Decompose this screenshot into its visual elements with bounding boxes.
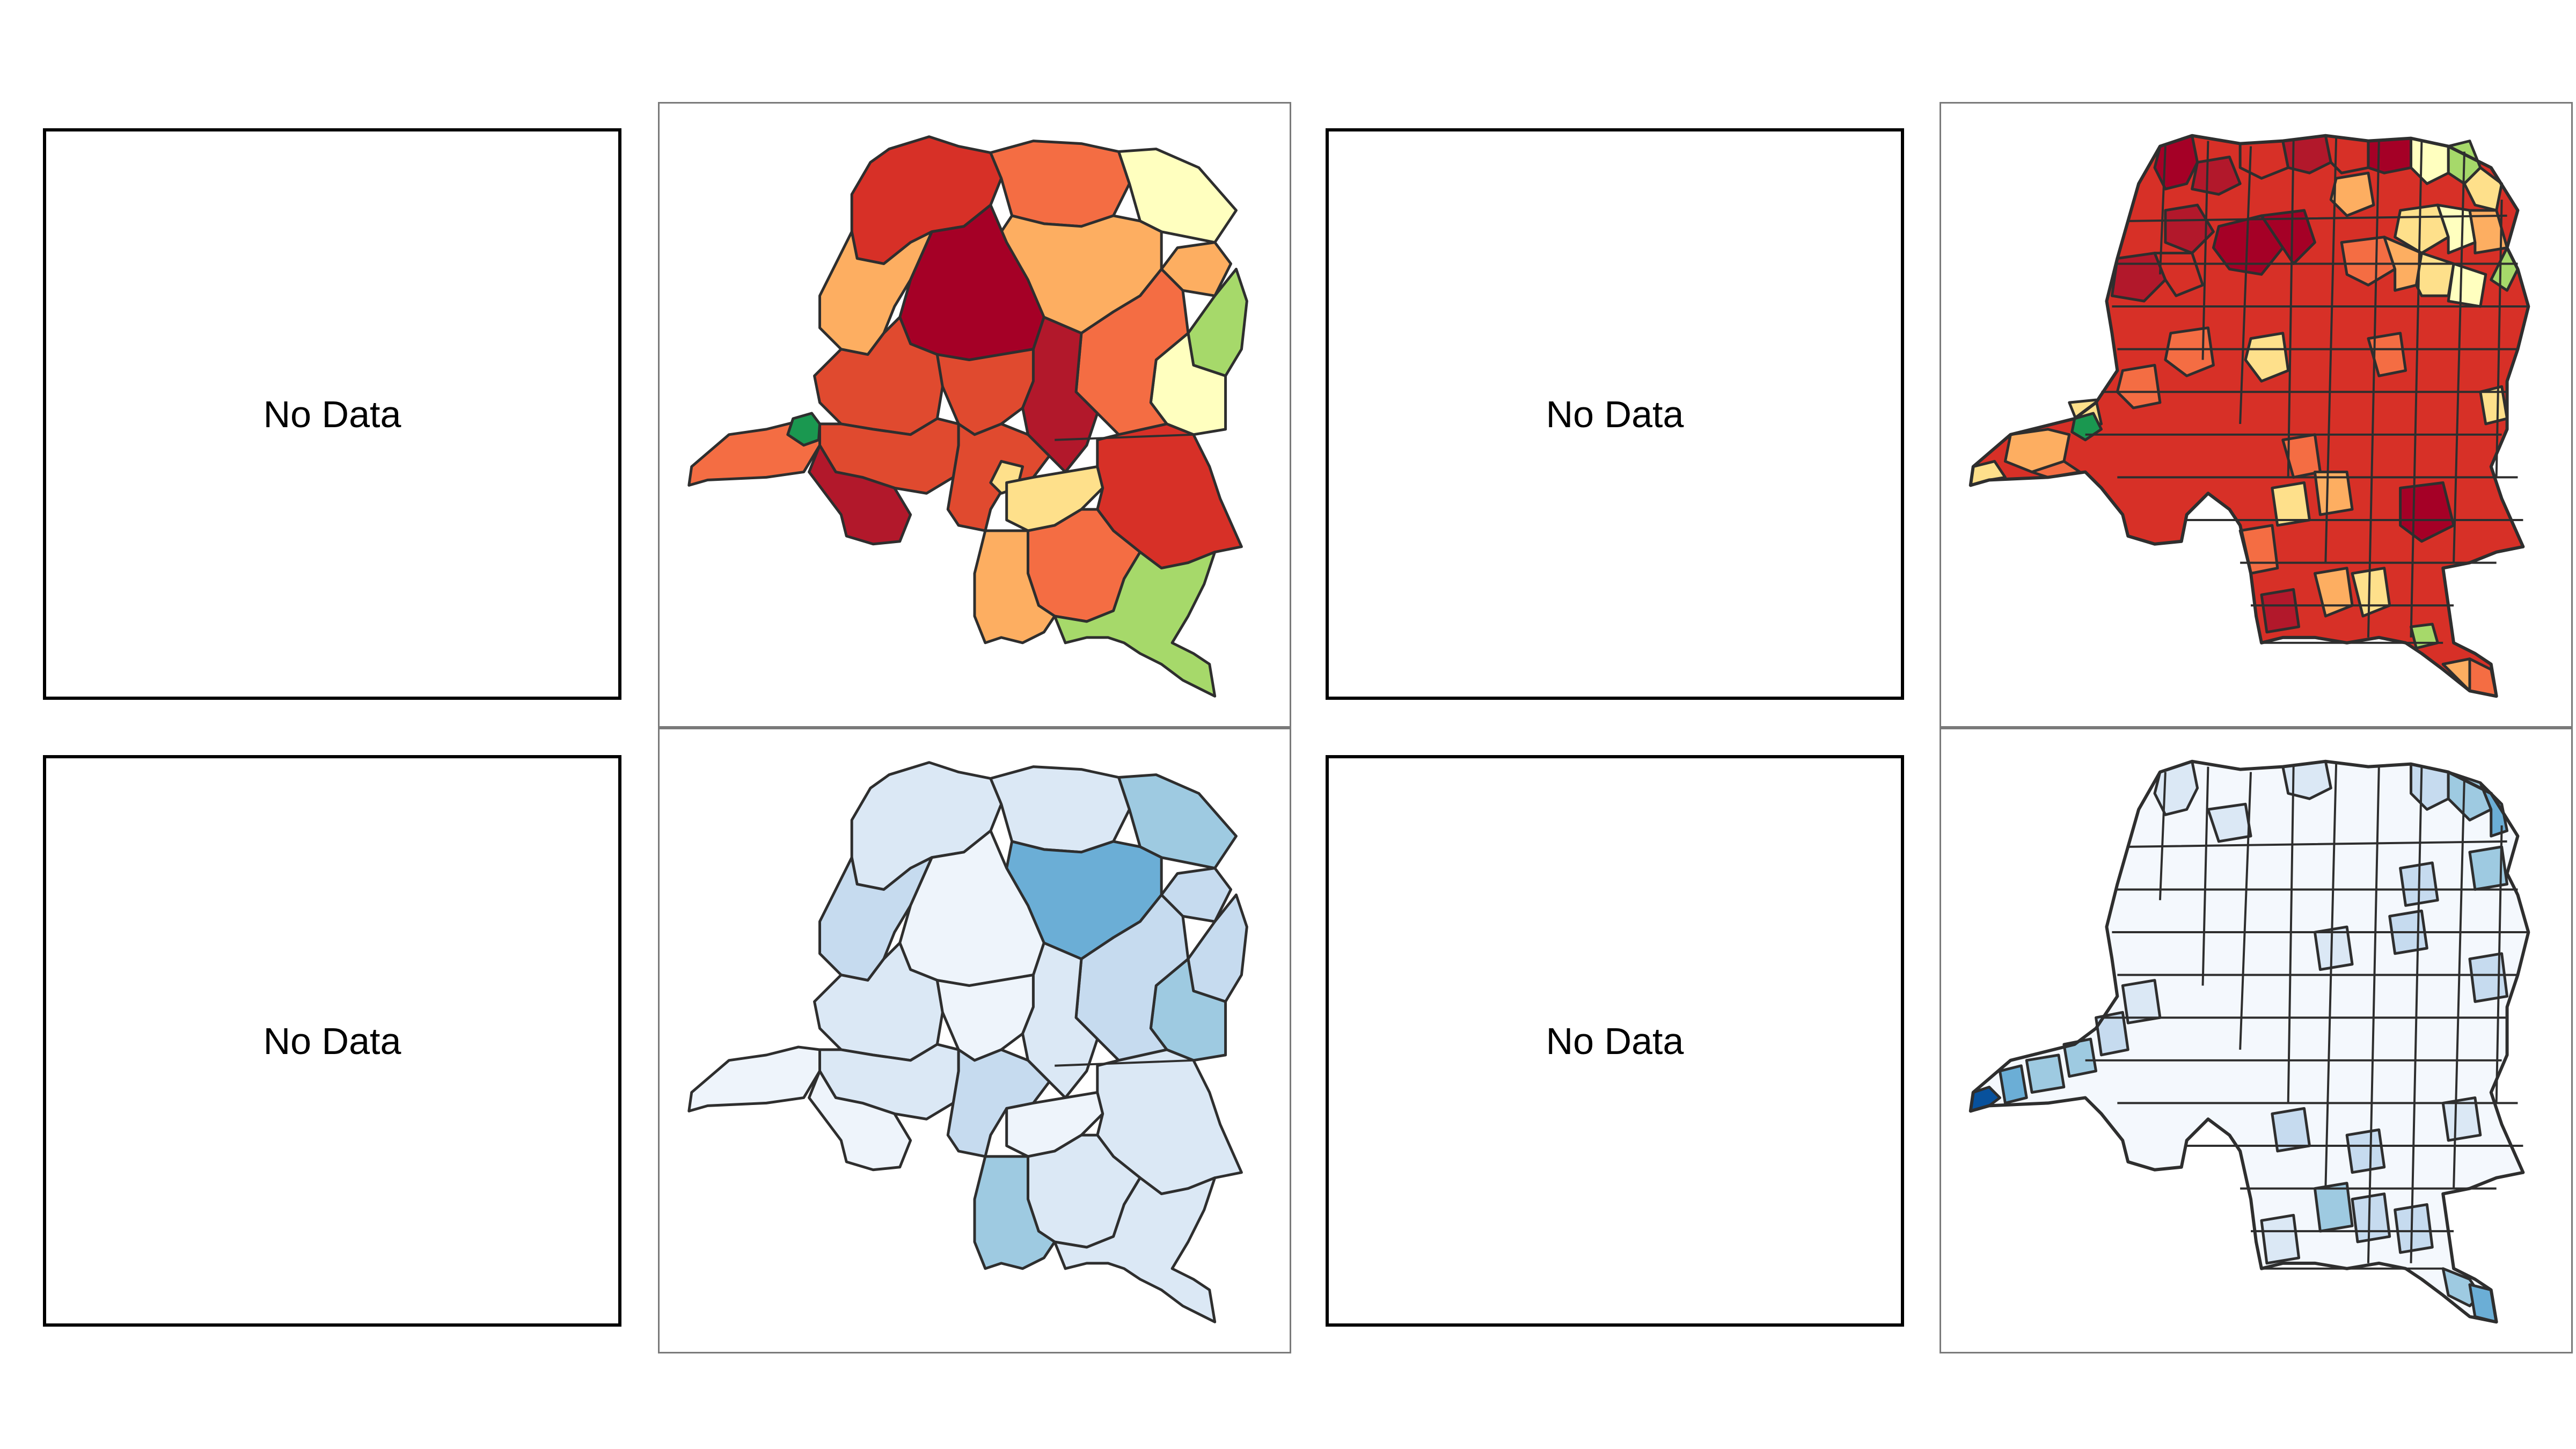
map-region xyxy=(1117,148,1238,244)
map-region xyxy=(2313,1182,2354,1233)
map-region xyxy=(973,529,1056,645)
map-region xyxy=(813,316,944,436)
map-region xyxy=(1117,773,1238,870)
map-region xyxy=(1053,551,1217,698)
map-region xyxy=(687,420,821,487)
map-region xyxy=(813,941,944,1062)
map-boundary-line xyxy=(1055,433,1194,441)
map-region xyxy=(2468,845,2509,891)
map-region xyxy=(2191,155,2242,196)
map-region xyxy=(973,1155,1056,1270)
no-data-label: No Data xyxy=(1546,393,1684,435)
map-region xyxy=(2116,363,2162,409)
map-region xyxy=(818,230,933,356)
map-boundary-line xyxy=(2158,135,2503,638)
map-region xyxy=(808,1070,912,1172)
map-region xyxy=(2468,209,2509,255)
map-region xyxy=(2351,1192,2391,1243)
map-region xyxy=(2206,802,2252,843)
map-region xyxy=(2110,252,2167,303)
map-region xyxy=(2164,326,2215,377)
map-region xyxy=(1053,1176,1217,1323)
map-region xyxy=(2244,332,2290,383)
map-region xyxy=(1021,941,1099,1099)
map-panel-top-right xyxy=(1940,102,2573,728)
map-panel-bottom-center-left xyxy=(658,728,1291,1353)
map-region xyxy=(2479,781,2509,838)
no-data-label: No Data xyxy=(263,1020,401,1062)
map-region xyxy=(2164,203,2215,255)
map-region xyxy=(1998,1064,2028,1104)
map-region xyxy=(2313,470,2354,516)
no-data-panel-top-left: No Data xyxy=(43,128,621,700)
map-region xyxy=(2095,1011,2129,1057)
map-region xyxy=(2410,623,2439,650)
no-data-panel-top-center-right: No Data xyxy=(1326,128,1904,700)
map-region xyxy=(2345,1128,2386,1174)
map-region xyxy=(2260,588,2301,634)
map-boundary-line xyxy=(2085,214,2529,644)
map-region xyxy=(818,856,933,982)
map-boundary-line xyxy=(2085,840,2529,1270)
map-region xyxy=(946,1048,1051,1158)
no-data-panel-bottom-center-right: No Data xyxy=(1326,755,1904,1327)
map-region xyxy=(2441,657,2471,692)
map-boundary-line xyxy=(2158,761,2503,1263)
choropleth-map-province-rdylgn xyxy=(687,135,1248,698)
no-data-label: No Data xyxy=(1546,1020,1684,1062)
map-region xyxy=(2260,209,2316,265)
choropleth-map-health-zone-rdylgn xyxy=(1968,134,2530,698)
no-data-label: No Data xyxy=(263,393,401,435)
map-outline xyxy=(1968,134,2530,698)
map-region xyxy=(1021,316,1099,473)
map-region xyxy=(2260,1213,2301,1265)
map-region xyxy=(989,140,1131,228)
map-boundary-line xyxy=(1055,1059,1194,1067)
map-region xyxy=(687,1045,821,1113)
map-region xyxy=(2394,1203,2434,1254)
map-region xyxy=(2441,1096,2482,1142)
map-region xyxy=(989,765,1131,854)
map-region xyxy=(2367,137,2412,174)
choropleth-map-province-blues xyxy=(687,761,1248,1323)
map-panel-bottom-right xyxy=(1940,728,2573,1353)
map-region xyxy=(2468,952,2509,1003)
map-region xyxy=(808,444,912,546)
choropleth-map-health-zone-blues xyxy=(1968,759,2530,1324)
map-region xyxy=(2367,332,2407,377)
map-region xyxy=(2329,171,2375,217)
map-region xyxy=(2313,925,2354,971)
no-data-panel-bottom-left: No Data xyxy=(43,755,621,1327)
map-panel-top-center-left xyxy=(658,102,1291,728)
map-region xyxy=(2025,1053,2066,1094)
map-outline xyxy=(1968,759,2530,1324)
